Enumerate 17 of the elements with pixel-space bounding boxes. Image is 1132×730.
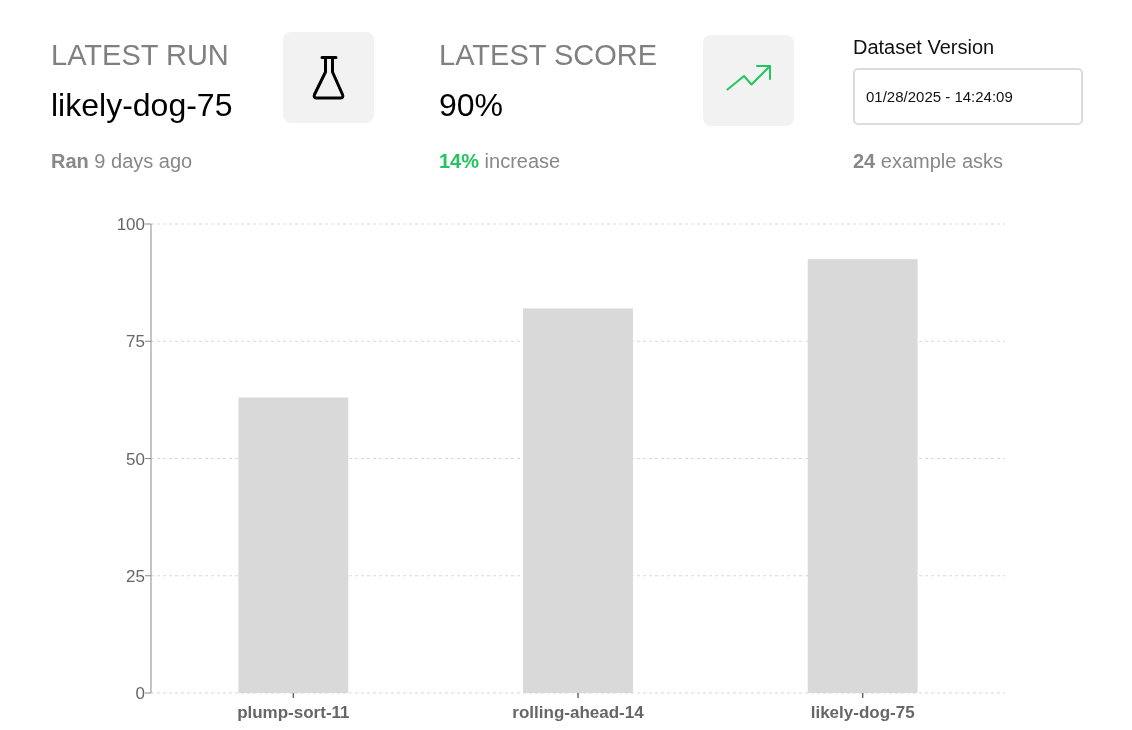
x-tick-label: likely-dog-75 xyxy=(810,703,915,722)
y-tick-label: 0 xyxy=(135,684,145,703)
x-tick-label: plump-sort-11 xyxy=(237,703,350,722)
text: Ran 9 days ago xyxy=(51,150,193,172)
text: likely-dog-75 xyxy=(51,87,233,123)
y-tick-label: 75 xyxy=(126,332,145,352)
x-tick-label: rolling-ahead-14 xyxy=(512,703,645,722)
y-tick-label: 100 xyxy=(116,215,145,234)
y-tick-label: 50 xyxy=(126,449,145,469)
text: LATEST SCORE xyxy=(439,39,658,71)
text: 01/28/2025 - 14:24:09 xyxy=(866,88,1013,105)
text: 24 example asks xyxy=(853,150,1004,172)
text: 90% xyxy=(439,87,504,123)
text: LATEST RUN xyxy=(51,39,229,71)
text: 14% increase xyxy=(439,150,561,172)
y-tick-label: 25 xyxy=(126,566,145,586)
text: Dataset Version xyxy=(853,36,995,58)
